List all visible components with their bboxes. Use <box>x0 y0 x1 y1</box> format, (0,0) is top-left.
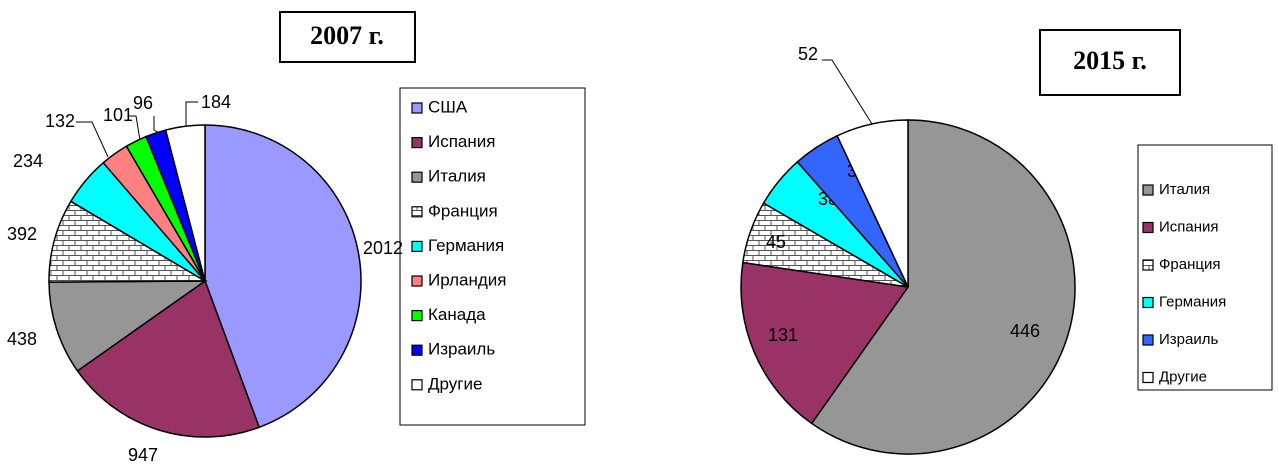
data-label: 2012 <box>363 238 403 258</box>
legend-label: Франция <box>1159 256 1220 273</box>
pie-slice <box>76 279 261 438</box>
legend-label: Израиль <box>428 340 495 359</box>
legend-swatch <box>1142 296 1154 309</box>
legend-label: Ирландия <box>428 270 506 289</box>
legend-swatch <box>1142 334 1154 346</box>
legend-label: Германия <box>1159 293 1226 310</box>
legend-swatch <box>1142 221 1154 234</box>
data-label: 184 <box>201 92 231 112</box>
legend-swatch <box>411 137 423 149</box>
legend-swatch <box>411 275 423 287</box>
data-label: 392 <box>7 224 37 244</box>
legend-swatch <box>1142 371 1154 384</box>
legend-box <box>1137 144 1273 391</box>
legend-swatch <box>411 344 423 356</box>
pie-slice <box>740 261 910 425</box>
title-box <box>279 11 416 63</box>
legend-swatch <box>411 102 423 114</box>
pie-slice <box>164 124 206 282</box>
pie-slice <box>48 200 208 283</box>
data-label: 234 <box>13 151 43 171</box>
data-label: 45 <box>766 232 786 252</box>
legend-label: Канада <box>428 305 486 324</box>
chart-title: 2015 г. <box>1073 46 1147 75</box>
legend-swatch <box>411 240 423 252</box>
data-label: 132 <box>45 111 75 131</box>
legend-box <box>399 87 586 426</box>
legend-label: Испания <box>428 132 495 151</box>
data-label: 131 <box>768 325 798 345</box>
data-label: 947 <box>128 445 158 465</box>
legend-label: Испания <box>1159 218 1219 235</box>
title-box <box>1039 29 1181 96</box>
legend-swatch <box>411 310 423 322</box>
chart-title: 2007 г. <box>310 21 384 50</box>
data-label: 101 <box>103 105 133 125</box>
pie-slice <box>810 119 1076 455</box>
legend-swatch <box>411 379 423 391</box>
data-label: 446 <box>1010 321 1040 341</box>
legend-label: Израиль <box>1159 331 1218 348</box>
pie-slice <box>48 280 208 372</box>
data-label: 438 <box>7 329 37 349</box>
data-label: 52 <box>798 44 818 64</box>
legend-label: Германия <box>428 236 504 255</box>
legend-label: Другие <box>1159 368 1207 385</box>
legend-swatch <box>1142 259 1154 271</box>
pie-slice <box>836 119 909 288</box>
legend-label: Италия <box>428 167 486 186</box>
legend-swatch <box>411 171 423 183</box>
legend-label: Франция <box>428 201 498 220</box>
data-label: 96 <box>133 93 153 113</box>
legend-label: Другие <box>428 374 482 393</box>
legend-swatch <box>1142 184 1154 196</box>
legend-swatch <box>411 206 423 218</box>
legend-label: США <box>428 97 468 116</box>
pie-slice <box>204 124 362 429</box>
legend-label: Италия <box>1159 181 1210 198</box>
